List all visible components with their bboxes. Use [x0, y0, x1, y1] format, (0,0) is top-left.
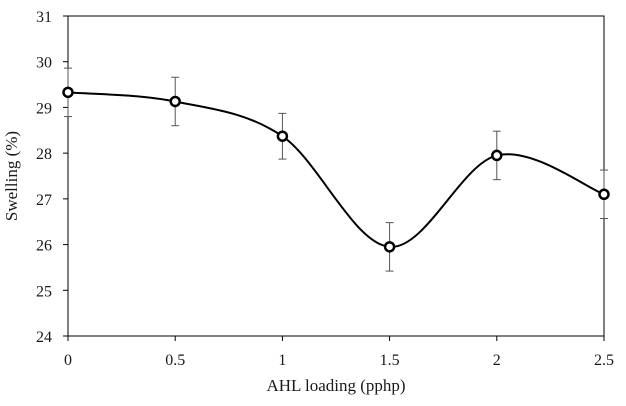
y-tick-labels: 24 25 26 27 28 29 30 31: [36, 9, 52, 346]
plot-frame: [67, 15, 605, 337]
y-tick-label: 31: [36, 9, 52, 26]
x-tick-label: 1: [278, 352, 286, 369]
y-tick-label: 30: [36, 55, 52, 72]
tick-marks: [63, 15, 605, 341]
x-tick-label: 1.5: [380, 352, 400, 369]
x-tick-label: 2.5: [594, 352, 614, 369]
markers: [62, 86, 610, 253]
y-tick-label: 28: [36, 146, 52, 163]
x-tick-label: 0.5: [165, 352, 185, 369]
y-tick-label: 29: [36, 100, 52, 117]
y-tick-label: 25: [36, 283, 52, 300]
error-bars: [64, 67, 608, 272]
data-point: [491, 149, 503, 162]
x-tick-label: 2: [493, 352, 501, 369]
data-point: [276, 130, 289, 142]
data-point: [62, 86, 74, 99]
x-tick-labels: 0 0.5 1 1.5 2 2.5: [64, 352, 614, 369]
data-point: [383, 241, 396, 253]
y-tick-label: 26: [36, 238, 52, 255]
y-tick-label: 27: [36, 192, 52, 209]
x-tick-label: 0: [64, 352, 72, 369]
x-axis-title: AHL loading (pphp): [266, 376, 405, 395]
series-line: [67, 91, 605, 248]
data-point: [169, 95, 181, 108]
data-point: [598, 188, 610, 201]
y-tick-label: 24: [36, 329, 52, 346]
y-axis-title: Swelling (%): [2, 131, 21, 221]
